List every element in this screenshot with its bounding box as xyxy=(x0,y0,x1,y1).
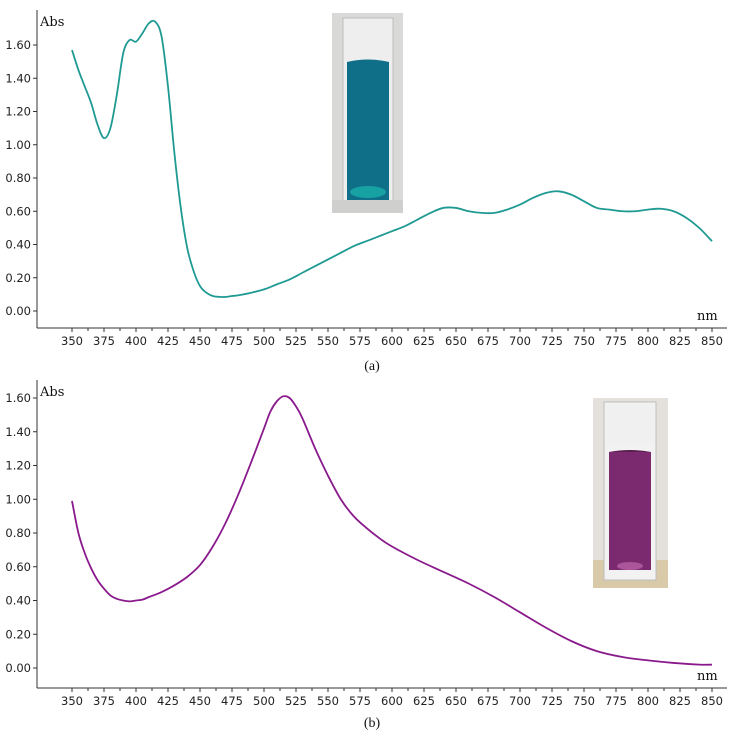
x-tick-label: 575 xyxy=(349,694,371,708)
x-tick-label: 750 xyxy=(573,694,595,708)
x-tick-label: 775 xyxy=(605,694,627,708)
x-tick-label: 425 xyxy=(157,694,179,708)
x-ticks-b: 350 375 400 425 450 475 500 525 550 575 600 625 650 6… xyxy=(61,688,723,708)
y-tick-label: 0.40 xyxy=(5,594,31,608)
y-tick-label: 1.00 xyxy=(5,138,31,152)
y-tick-label: 0.20 xyxy=(5,271,31,285)
x-tick-label: 425 xyxy=(157,334,179,348)
x-tick-label: 825 xyxy=(669,694,691,708)
x-tick-label: 575 xyxy=(349,334,371,348)
y-tick-label: 1.00 xyxy=(5,492,31,506)
y-tick-label: 0.40 xyxy=(5,238,31,252)
x-tick-label: 400 xyxy=(125,334,147,348)
x-tick-label: 350 xyxy=(61,334,83,348)
x-tick-label: 850 xyxy=(701,694,723,708)
y-tick-label: 0.20 xyxy=(5,627,31,641)
x-axis-label-a: nm xyxy=(697,309,718,324)
panel-label-b: (b) xyxy=(364,716,381,731)
panel-label-a: (a) xyxy=(364,359,380,374)
y-tick-label: 1.40 xyxy=(5,71,31,85)
y-ticks-b: 0.00 0.20 0.40 0.60 0.80 1.00 1.20 1.40 1.60 xyxy=(5,391,37,675)
x-tick-label: 850 xyxy=(701,334,723,348)
y-tick-label: 0.00 xyxy=(5,304,31,318)
x-tick-label: 375 xyxy=(93,694,115,708)
x-tick-label: 800 xyxy=(637,334,659,348)
y-axis-label-b: Abs xyxy=(39,385,64,400)
series-line-a xyxy=(71,19,713,298)
y-tick-label: 1.60 xyxy=(5,38,31,52)
x-tick-label: 700 xyxy=(509,694,531,708)
x-tick-label: 375 xyxy=(93,334,115,348)
x-tick-label: 350 xyxy=(61,694,83,708)
chart-panel-a: 350 375 400 425 450 475 500 525 550 575 600 625 650 6… xyxy=(5,10,727,374)
x-tick-label: 450 xyxy=(189,694,211,708)
y-tick-label: 1.20 xyxy=(5,105,31,119)
x-axis-label-b: nm xyxy=(697,669,718,684)
cuvette-photo-b xyxy=(593,398,668,588)
x-tick-label: 525 xyxy=(285,334,307,348)
y-tick-label: 0.00 xyxy=(5,661,31,675)
x-tick-label: 625 xyxy=(413,694,435,708)
x-ticks-a: 350 375 400 425 450 475 500 525 550 575 600 625 650 6… xyxy=(61,328,723,348)
chart-panel-b: 350 375 400 425 450 475 500 525 550 575 600 625 650 6… xyxy=(5,380,727,731)
x-tick-label: 625 xyxy=(413,334,435,348)
y-tick-label: 1.40 xyxy=(5,425,31,439)
x-tick-label: 550 xyxy=(317,334,339,348)
x-tick-label: 750 xyxy=(573,334,595,348)
x-tick-label: 675 xyxy=(477,334,499,348)
cuvette-photo-a xyxy=(332,13,403,213)
y-tick-label: 1.20 xyxy=(5,459,31,473)
x-tick-label: 825 xyxy=(669,334,691,348)
x-tick-label: 725 xyxy=(541,694,563,708)
x-tick-label: 600 xyxy=(381,334,403,348)
y-ticks-a: 0.00 0.20 0.40 0.60 0.80 1.00 1.20 1.40 1.60 xyxy=(5,38,37,318)
x-tick-label: 675 xyxy=(477,694,499,708)
x-tick-label: 525 xyxy=(285,694,307,708)
y-tick-label: 0.80 xyxy=(5,526,31,540)
y-tick-label: 0.80 xyxy=(5,171,31,185)
x-tick-label: 500 xyxy=(253,694,275,708)
x-tick-label: 500 xyxy=(253,334,275,348)
x-tick-label: 775 xyxy=(605,334,627,348)
series-line-b xyxy=(71,395,713,666)
y-axis-label-a: Abs xyxy=(39,15,64,30)
y-tick-label: 0.60 xyxy=(5,560,31,574)
x-tick-label: 550 xyxy=(317,694,339,708)
x-tick-label: 700 xyxy=(509,334,531,348)
x-tick-label: 650 xyxy=(445,334,467,348)
x-tick-label: 800 xyxy=(637,694,659,708)
x-tick-label: 475 xyxy=(221,334,243,348)
x-tick-label: 400 xyxy=(125,694,147,708)
x-tick-label: 450 xyxy=(189,334,211,348)
x-tick-label: 475 xyxy=(221,694,243,708)
x-tick-label: 725 xyxy=(541,334,563,348)
x-tick-label: 600 xyxy=(381,694,403,708)
y-tick-label: 0.60 xyxy=(5,204,31,218)
x-tick-label: 650 xyxy=(445,694,467,708)
y-tick-label: 1.60 xyxy=(5,391,31,405)
